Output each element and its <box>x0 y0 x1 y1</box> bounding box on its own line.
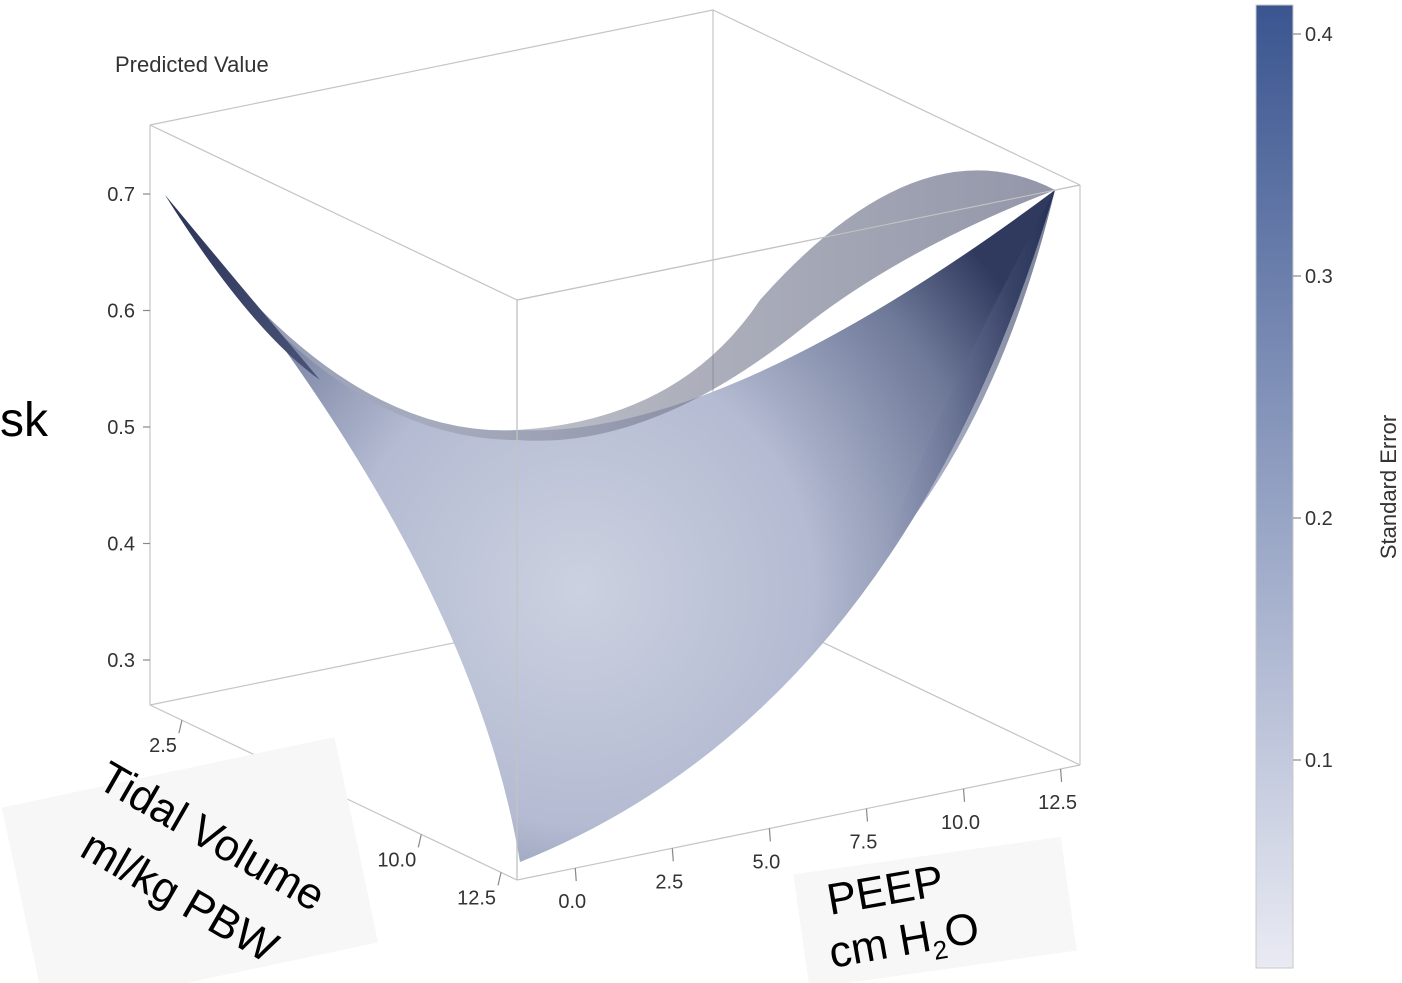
colorbar: 0.1 0.2 0.3 0.4 Standard Error <box>1255 4 1401 969</box>
x-tick-mark <box>417 834 422 848</box>
x-tick-label: 12.5 <box>457 887 496 909</box>
x-tick-mark <box>497 872 502 886</box>
z-tick-label: 0.3 <box>107 650 135 672</box>
colorbar-tick-label: 0.4 <box>1305 24 1333 46</box>
y-tick-label: 12.5 <box>1038 792 1077 814</box>
y-axis: 0.0 2.5 5.0 7.5 10.0 12.5 <box>558 768 1077 913</box>
y-tick-label: 5.0 <box>752 851 780 873</box>
z-tick-label: 0.4 <box>107 534 135 556</box>
z-tick-label: 0.6 <box>107 301 135 323</box>
surface-top-ridge <box>165 170 1055 441</box>
y-tick-label: 2.5 <box>655 871 683 893</box>
colorbar-title: Standard Error <box>1376 415 1401 559</box>
y-tick-mark <box>1059 768 1063 783</box>
x-label-backdrop <box>1 736 379 983</box>
x-tick-label: 10.0 <box>377 849 416 871</box>
x-tick-label: 2.5 <box>149 735 177 757</box>
y-label-backdrop <box>793 836 1077 983</box>
y-tick-mark <box>768 828 771 842</box>
z-tick-label: 0.5 <box>107 417 135 439</box>
z-axis-label: Predicted Value <box>115 52 269 77</box>
y-tick-label: 10.0 <box>941 812 980 834</box>
z-tick-label: 0.7 <box>107 184 135 206</box>
colorbar-title-group: Standard Error <box>1376 415 1401 559</box>
colorbar-tick-label: 0.3 <box>1305 266 1333 288</box>
colorbar-tick-label: 0.1 <box>1305 750 1333 772</box>
colorbar-tick-label: 0.2 <box>1305 508 1333 530</box>
colorbar-ticks: 0.1 0.2 0.3 0.4 <box>1293 24 1333 772</box>
surface-body <box>165 190 1055 862</box>
y-tick-mark <box>962 788 966 802</box>
surface-right-edge <box>880 190 1055 560</box>
surface <box>165 170 1055 862</box>
box-frame <box>149 9 1081 881</box>
y-tick-mark <box>671 848 674 862</box>
x-tick-mark <box>178 720 183 734</box>
y-tick-label: 7.5 <box>850 832 878 854</box>
y-tick-label: 0.0 <box>558 891 586 913</box>
z-axis: 0.3 0.4 0.5 0.6 0.7 <box>107 184 150 672</box>
y-tick-mark <box>865 808 869 822</box>
partial-label: sk <box>0 394 49 447</box>
y-tick-mark <box>574 868 577 882</box>
colorbar-fill <box>1255 4 1294 969</box>
